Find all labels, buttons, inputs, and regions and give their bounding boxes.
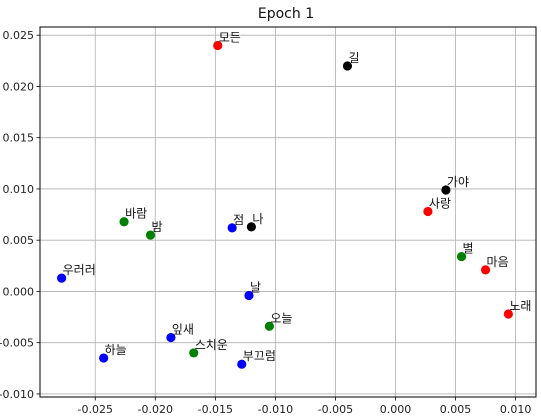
data-point (423, 206, 433, 217)
data-points (57, 40, 513, 369)
data-point (145, 230, 156, 240)
point-label: 별 (463, 242, 474, 256)
x-tick-label: -0.025 (78, 403, 113, 416)
point-label: 노래 (509, 299, 531, 313)
x-tick-label: 0.010 (500, 403, 532, 416)
data-point (246, 222, 256, 232)
grid (40, 27, 536, 397)
point-label: 밤 (151, 220, 162, 234)
point-label: 오늘 (270, 311, 292, 325)
point-label: 바람 (125, 207, 147, 221)
data-point (342, 61, 353, 71)
data-point (237, 359, 247, 369)
data-point (480, 265, 491, 275)
point-label: 우러러 (63, 263, 96, 277)
point-label: 사랑 (429, 196, 451, 210)
data-point (244, 290, 254, 301)
y-tick-label: 0.015 (3, 132, 35, 145)
data-point (264, 321, 274, 331)
data-point (227, 223, 237, 233)
y-tick-label: 0.000 (3, 285, 35, 298)
y-axis: -0.010 -0.005 0.000 0.005 0.010 0.015 0.020 0.0… (0, 29, 40, 401)
point-label: 부끄럼 (243, 349, 276, 363)
point-label: 길 (348, 51, 359, 65)
data-point (119, 217, 129, 227)
y-tick-label: -0.005 (0, 337, 34, 350)
data-point (57, 273, 67, 283)
x-tick-label: -0.015 (198, 403, 233, 416)
data-point (503, 309, 513, 319)
point-label: 점 (233, 213, 244, 227)
data-point (189, 348, 199, 358)
point-label: 가야 (447, 175, 469, 189)
y-tick-label: -0.010 (0, 388, 34, 401)
point-label: 스치운 (195, 338, 228, 352)
x-axis: -0.025 -0.020 -0.015 -0.010 -0.005 0.000 0.005… (78, 397, 532, 416)
y-tick-label: 0.005 (3, 234, 35, 247)
x-tick-label: 0.000 (380, 403, 412, 416)
data-point (99, 353, 109, 363)
data-point (441, 185, 451, 195)
point-label: 하늘 (105, 343, 127, 357)
y-tick-label: 0.010 (3, 183, 35, 196)
point-label: 모든 (219, 30, 241, 44)
y-tick-label: 0.020 (3, 80, 35, 93)
x-tick-label: -0.020 (138, 403, 173, 416)
y-tick-label: 0.025 (3, 29, 35, 42)
chart-title: Epoch 1 (258, 6, 314, 22)
point-label: 마음 (487, 255, 509, 269)
plot-frame (39, 26, 537, 398)
data-point (456, 251, 467, 262)
x-tick-label: -0.010 (258, 403, 293, 416)
point-label: 나 (252, 212, 263, 226)
x-tick-label: 0.005 (440, 403, 472, 416)
data-point (166, 332, 176, 343)
x-tick-label: -0.005 (318, 403, 353, 416)
point-label: 날 (250, 281, 261, 295)
point-label: 잎새 (172, 323, 194, 337)
data-point (213, 40, 223, 51)
